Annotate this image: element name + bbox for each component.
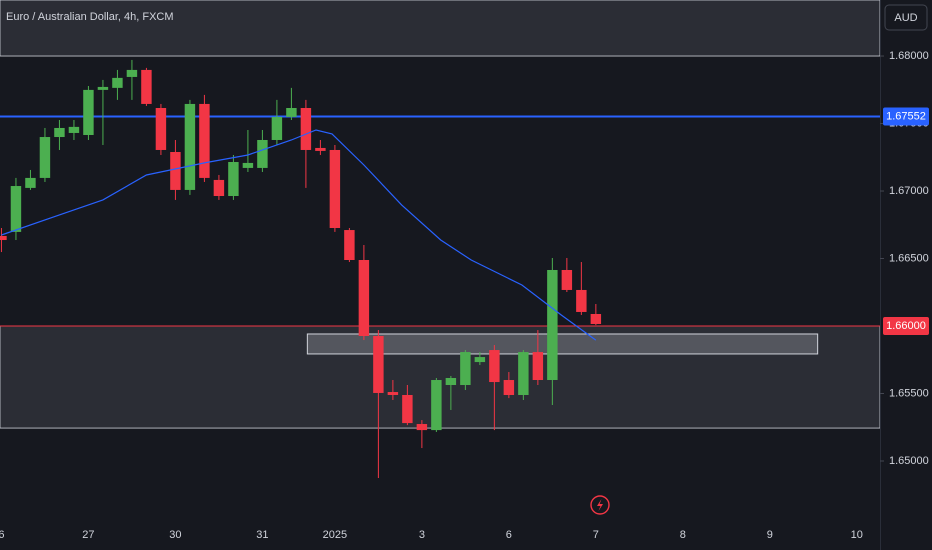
candle-body (474, 357, 486, 363)
currency[interactable]: AUD (894, 12, 917, 24)
price-label-box (883, 317, 929, 336)
y-tick-label: 1.65500 (889, 387, 929, 399)
candle-body (271, 116, 283, 140)
candle-body (489, 350, 500, 383)
chart-title: Euro / Australian Dollar, 4h, FXCM (6, 11, 174, 23)
y-tick-label: 1.66500 (889, 252, 929, 264)
candle-body (344, 230, 355, 260)
candle-body (199, 103, 210, 178)
candle-body (445, 377, 457, 386)
price-label: 1.66000 (886, 320, 926, 332)
x-tick-label: 7 (593, 529, 599, 541)
candle-body (126, 69, 138, 77)
plot-area (0, 0, 881, 479)
candle-body (431, 380, 442, 431)
candle-body (561, 269, 573, 290)
range-box (306, 333, 819, 355)
candle-body (112, 77, 123, 88)
candle-body (170, 152, 181, 190)
candle-body (68, 126, 80, 133)
candle-body (242, 162, 254, 168)
candle-body (0, 235, 7, 241)
candle-body (228, 161, 239, 197)
candle-body (503, 380, 515, 395)
candle-body (141, 69, 152, 104)
price-label: 1.67552 (886, 110, 926, 122)
y-tick-label: 1.65000 (889, 455, 929, 467)
alert-icon[interactable] (590, 495, 610, 515)
x-tick-label: 2025 (323, 529, 347, 541)
x-tick-label: 10 (851, 529, 863, 541)
y-tick-label: 1.68000 (889, 50, 929, 62)
x-tick-label: 31 (256, 529, 268, 541)
candle-body (576, 289, 587, 312)
candle-body (155, 107, 167, 150)
candle-body (315, 147, 326, 151)
candle-body (300, 107, 312, 150)
candle-body (547, 269, 558, 381)
x-tick-label: 27 (82, 529, 94, 541)
candle-body (39, 137, 51, 178)
x-tick-label: 6 (506, 529, 512, 541)
candle-body (213, 179, 225, 197)
candle-body (10, 186, 22, 232)
currency-box[interactable] (884, 4, 928, 31)
candle-body (532, 352, 544, 381)
candle-body (257, 139, 268, 168)
x-tick-label: 6 (0, 529, 5, 541)
y-tick-label: 1.67000 (889, 185, 929, 197)
candle-body (387, 392, 399, 395)
x-tick-label: 9 (767, 529, 773, 541)
candle-body (373, 336, 384, 393)
x-tick-label: 30 (169, 529, 181, 541)
candle-body (518, 352, 529, 395)
candle-body (358, 260, 370, 337)
candle-body (54, 127, 65, 138)
zone (0, 0, 881, 57)
x-tick-label: 3 (419, 529, 425, 541)
candle-body (329, 149, 341, 229)
candle-body (590, 313, 602, 324)
moving-average (1, 129, 597, 341)
candle-body (402, 394, 413, 424)
candle-body (25, 177, 36, 188)
x-tick-label: 8 (680, 529, 686, 541)
price-label-box (883, 107, 929, 126)
candle-body (460, 352, 471, 386)
candle-body (286, 107, 297, 117)
candle-body (416, 424, 428, 431)
candle-body (97, 86, 109, 90)
candle-body (83, 89, 94, 135)
candle-body (184, 103, 196, 190)
